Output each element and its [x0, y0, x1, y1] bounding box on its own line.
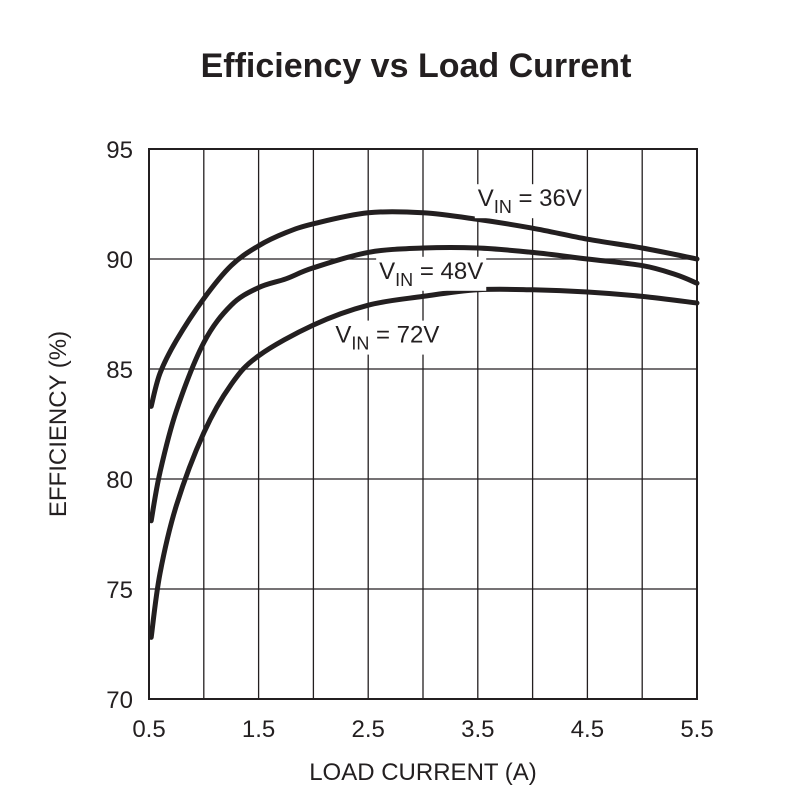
series-line-2: [148, 244, 700, 524]
series-label-backing: [332, 320, 443, 355]
y-tick-label: 70: [106, 687, 133, 714]
x-axis-label: LOAD CURRENT (A): [309, 759, 537, 786]
series-label-2: VIN = 48V: [379, 258, 483, 290]
x-tick-label: 1.5: [242, 716, 275, 743]
y-tick-label: 80: [106, 467, 133, 494]
grid: [149, 149, 697, 699]
x-tick-label: 2.5: [352, 716, 385, 743]
series-label-3: VIN = 72V: [335, 322, 439, 354]
x-tick-label: 0.5: [132, 716, 165, 743]
x-tick-label: 3.5: [461, 716, 494, 743]
series-group: [148, 209, 700, 640]
series-label-1: VIN = 36V: [478, 185, 582, 217]
y-tick-labels: 70 75 80 85 90 95: [106, 137, 133, 714]
plot-frame: [148, 148, 698, 700]
x-tick-label: 4.5: [571, 716, 604, 743]
y-tick-label: 95: [106, 137, 133, 164]
x-tick-labels: 0.5 1.5 2.5 3.5 4.5 5.5: [132, 716, 713, 743]
series-label-backing: [474, 184, 585, 219]
series-labels: VIN = 36V VIN = 48V VIN = 72V: [332, 184, 585, 355]
series-label-backing: [376, 256, 487, 291]
chart-title: Efficiency vs Load Current: [201, 47, 632, 85]
y-tick-label: 90: [106, 247, 133, 274]
series-line-1: [148, 209, 700, 409]
y-tick-label: 85: [106, 357, 133, 384]
x-tick-label: 5.5: [680, 716, 713, 743]
y-axis-label: EFFICIENCY (%): [45, 331, 72, 517]
y-tick-label: 75: [106, 577, 133, 604]
series-line-3: [148, 286, 700, 640]
